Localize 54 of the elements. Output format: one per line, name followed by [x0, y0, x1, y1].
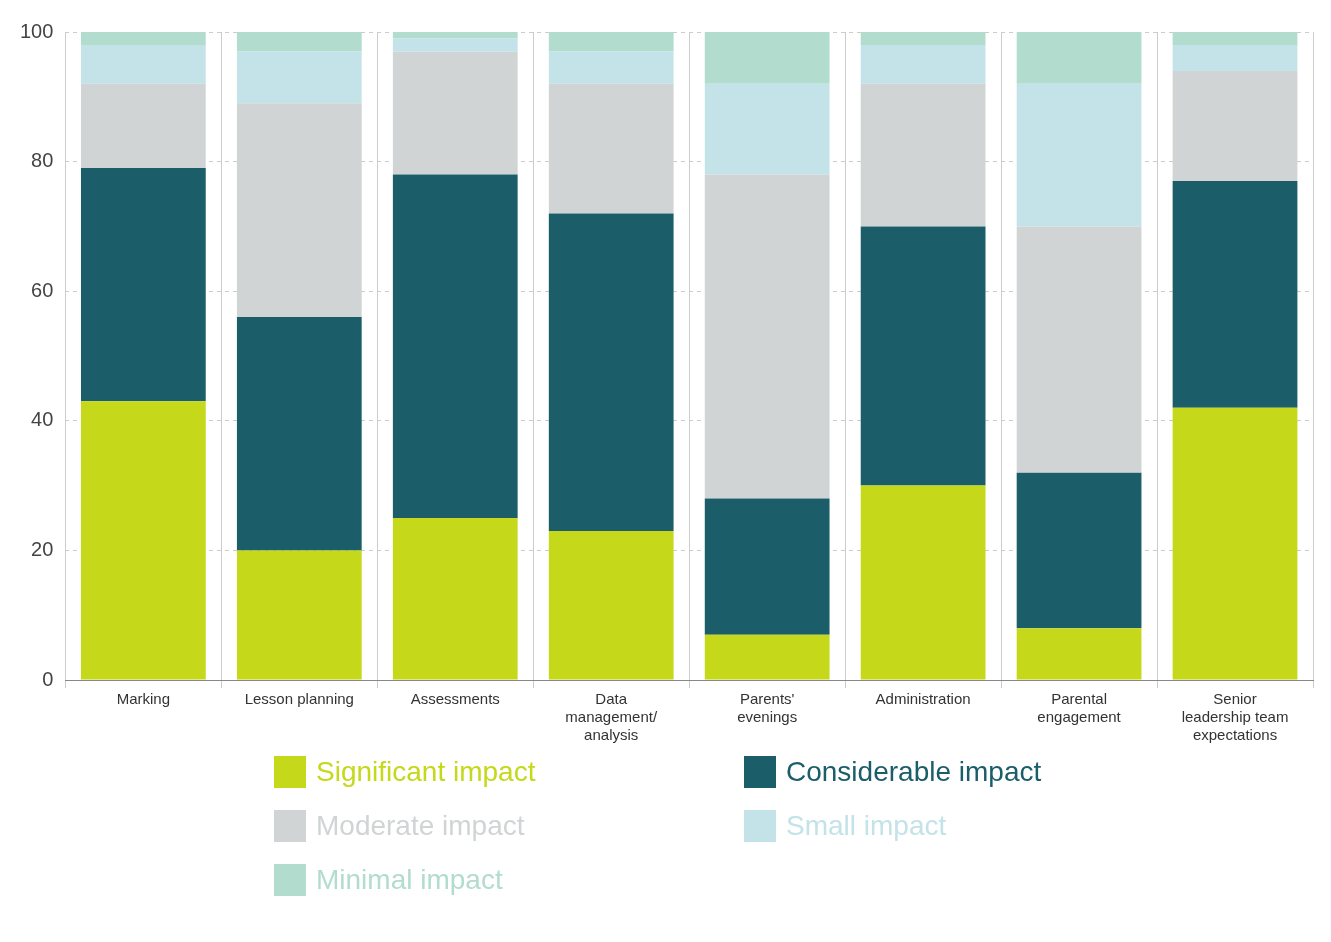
- y-tick-label: 60: [31, 278, 54, 301]
- bar: [80, 401, 206, 680]
- y-tick-label: 40: [31, 408, 54, 431]
- bar: [548, 51, 674, 84]
- bar: [704, 32, 830, 84]
- bar: [236, 317, 362, 551]
- bar: [392, 174, 518, 518]
- x-tick-label: Assessments: [410, 690, 500, 708]
- bar: [548, 530, 674, 680]
- bar: [392, 51, 518, 175]
- bar: [1172, 32, 1298, 45]
- x-tick-label: Marking: [116, 690, 171, 708]
- bar: [1172, 44, 1298, 71]
- bar: [1016, 472, 1142, 629]
- bar: [392, 38, 518, 52]
- bar: [1016, 226, 1142, 473]
- bar: [860, 32, 986, 45]
- y-tick-label: 80: [31, 149, 54, 172]
- bar: [392, 32, 518, 39]
- bar: [236, 51, 362, 104]
- bar: [236, 32, 362, 52]
- legend-label: Considerable impact: [786, 756, 1042, 788]
- bar: [80, 32, 206, 45]
- bar: [704, 174, 830, 499]
- bar: [704, 498, 830, 635]
- bar: [392, 518, 518, 680]
- x-tick-label: Senior leadership team expectations: [1181, 690, 1289, 744]
- bar: [1016, 628, 1142, 680]
- bar: [80, 44, 206, 84]
- bar: [548, 213, 674, 531]
- legend-label: Minimal impact: [316, 864, 503, 896]
- bar: [80, 83, 206, 169]
- bar: [236, 550, 362, 680]
- y-tick-label: 20: [31, 537, 54, 560]
- bar: [704, 83, 830, 175]
- legend-label: Small impact: [786, 810, 947, 842]
- bar: [1172, 407, 1298, 680]
- bar: [860, 226, 986, 486]
- y-tick-label: 100: [19, 19, 54, 42]
- x-tick-label: Parental engagement: [1037, 690, 1122, 726]
- x-tick-label: Data management/analysis: [565, 690, 658, 744]
- x-tick-label: Administration: [875, 690, 971, 708]
- bar: [1172, 181, 1298, 408]
- y-tick-label: 0: [42, 667, 54, 690]
- x-tick-label: Lesson planning: [244, 690, 354, 708]
- bar: [860, 44, 986, 84]
- bar: [80, 168, 206, 402]
- bar: [1016, 32, 1142, 84]
- x-tick-label: Parents' evenings: [737, 690, 798, 726]
- bar: [548, 32, 674, 52]
- bar: [860, 485, 986, 680]
- legend-label: Significant impact: [316, 756, 536, 788]
- bar: [704, 634, 830, 680]
- bar: [1016, 83, 1142, 227]
